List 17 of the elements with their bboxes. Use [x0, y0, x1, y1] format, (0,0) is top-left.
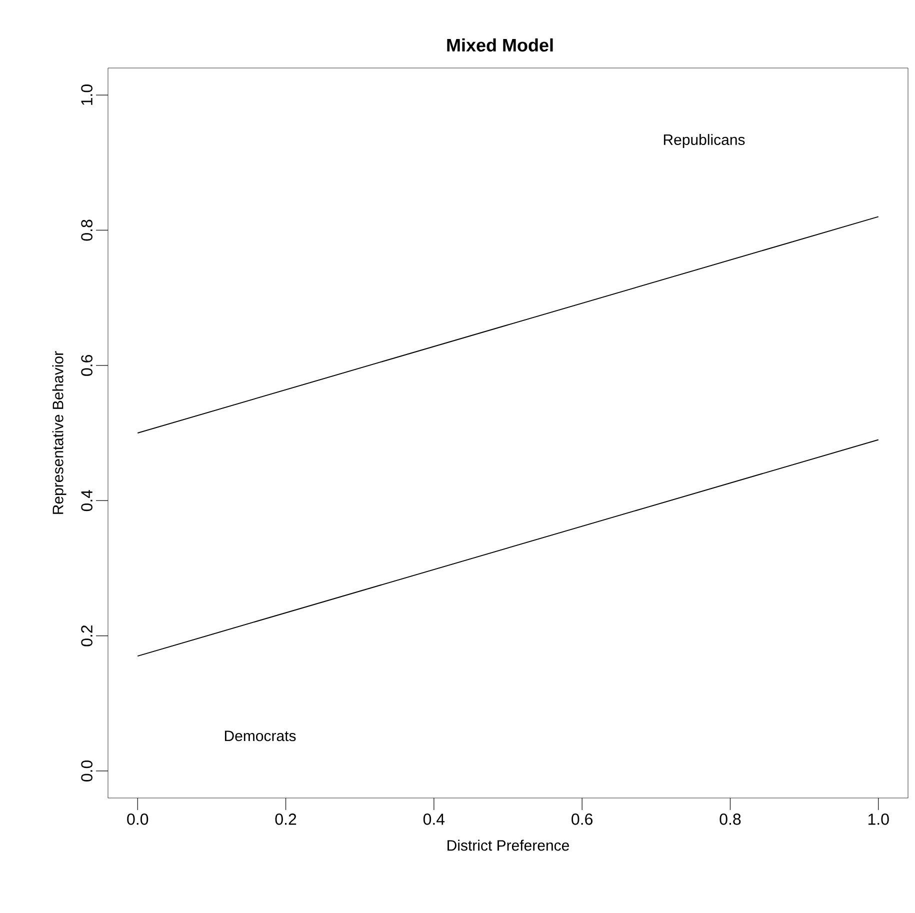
annotation: Republicans — [664, 134, 745, 148]
x-tick-label: 0.0 — [127, 814, 148, 825]
y-axis-title: Representative Behavior — [52, 351, 66, 514]
y-tick-label: 1.0 — [81, 84, 92, 105]
x-tick-label: 0.2 — [275, 814, 296, 825]
x-tick-label: 0.4 — [423, 814, 445, 825]
x-tick-label: 0.8 — [720, 814, 741, 825]
annotation: Democrats — [224, 730, 296, 742]
y-tick-label: 0.4 — [81, 490, 92, 512]
x-tick-label: 1.0 — [868, 814, 889, 825]
x-axis-title: District Preference — [448, 840, 569, 851]
y-tick-label: 0.8 — [81, 220, 92, 241]
y-tick-label: 0.0 — [81, 760, 92, 782]
chart-title: Mixed Model — [447, 38, 553, 52]
y-tick-label: 0.2 — [81, 625, 92, 646]
y-tick-label: 0.6 — [81, 354, 92, 376]
x-tick-label: 0.6 — [572, 814, 592, 825]
